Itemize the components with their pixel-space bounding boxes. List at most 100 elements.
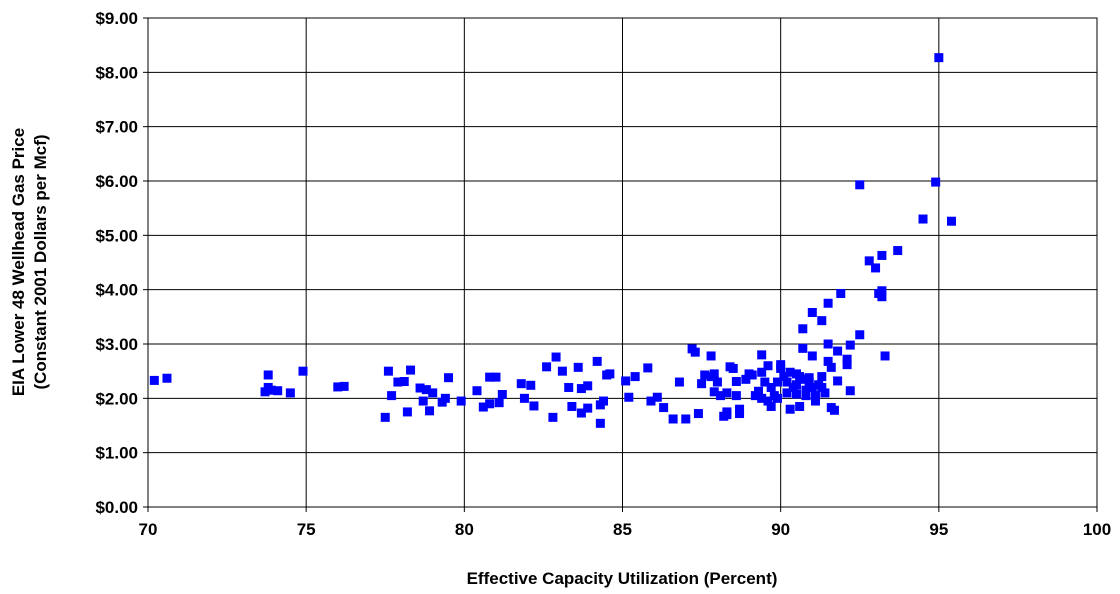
- data-point: [583, 403, 593, 413]
- data-point: [773, 377, 783, 387]
- data-point: [402, 407, 412, 417]
- data-point: [564, 382, 574, 392]
- data-point: [706, 351, 716, 361]
- data-point: [387, 391, 397, 401]
- data-point: [807, 307, 817, 317]
- data-point: [630, 372, 640, 382]
- data-point: [829, 405, 839, 415]
- data-point: [583, 381, 593, 391]
- data-point: [646, 396, 656, 406]
- x-tick-label: 95: [929, 520, 948, 539]
- data-point: [810, 396, 820, 406]
- data-point: [833, 376, 843, 386]
- data-point: [478, 402, 488, 412]
- data-point: [339, 381, 349, 391]
- y-tick-label: $5.00: [95, 226, 138, 245]
- data-point: [273, 386, 283, 396]
- data-point: [485, 399, 495, 409]
- data-point: [456, 396, 466, 406]
- data-point: [399, 376, 409, 386]
- data-point: [823, 339, 833, 349]
- data-point: [877, 286, 887, 296]
- x-tick-label: 75: [297, 520, 316, 539]
- data-point: [697, 379, 707, 389]
- data-point: [425, 406, 435, 416]
- data-point: [766, 401, 776, 411]
- data-point: [845, 386, 855, 396]
- data-point: [836, 288, 846, 298]
- data-points: [149, 53, 956, 428]
- data-point: [931, 177, 941, 187]
- data-point: [722, 388, 732, 398]
- data-point: [681, 414, 691, 424]
- data-point: [791, 380, 801, 390]
- data-point: [782, 388, 792, 398]
- x-tick-label: 85: [613, 520, 632, 539]
- data-point: [757, 367, 767, 377]
- data-point: [763, 361, 773, 371]
- data-point: [712, 377, 722, 387]
- data-point: [393, 377, 403, 387]
- data-point: [820, 388, 830, 398]
- data-point: [551, 352, 561, 362]
- y-axis-title-line2: (Constant 2001 Dollars per Mcf): [31, 134, 50, 389]
- data-point: [162, 373, 172, 383]
- data-point: [333, 382, 343, 392]
- data-point: [855, 180, 865, 190]
- data-point: [817, 372, 827, 382]
- data-point: [798, 324, 808, 334]
- data-point: [428, 388, 438, 398]
- y-axis-title-line1: EIA Lower 48 Wellhead Gas Price: [9, 128, 28, 396]
- data-point: [298, 366, 308, 376]
- data-point: [801, 385, 811, 395]
- data-point: [735, 409, 745, 419]
- data-point: [548, 412, 558, 422]
- data-point: [747, 370, 757, 380]
- data-point: [877, 250, 887, 260]
- data-point: [773, 393, 783, 403]
- data-point: [494, 398, 504, 408]
- data-point: [826, 362, 836, 372]
- y-tick-label: $6.00: [95, 172, 138, 191]
- data-point: [833, 346, 843, 356]
- data-point: [693, 409, 703, 419]
- y-tick-label: $0.00: [95, 498, 138, 517]
- y-tick-label: $8.00: [95, 63, 138, 82]
- data-point: [722, 410, 732, 420]
- data-point: [605, 369, 615, 379]
- data-point: [766, 382, 776, 392]
- data-point: [795, 401, 805, 411]
- data-point: [592, 356, 602, 366]
- data-point: [880, 351, 890, 361]
- data-point: [567, 401, 577, 411]
- data-point: [741, 374, 751, 384]
- data-point: [791, 389, 801, 399]
- data-point: [266, 385, 276, 395]
- data-point: [659, 403, 669, 413]
- data-point: [526, 380, 536, 390]
- data-point: [519, 393, 529, 403]
- data-point: [415, 383, 425, 393]
- data-point: [946, 216, 956, 226]
- data-point: [823, 356, 833, 366]
- data-point: [731, 376, 741, 386]
- data-point: [621, 376, 631, 386]
- data-point: [842, 360, 852, 370]
- data-point: [798, 374, 808, 384]
- data-point: [573, 362, 583, 372]
- x-axis-ticks: 70 75 80 85 90 95 100: [139, 507, 1111, 539]
- data-point: [263, 370, 273, 380]
- data-point: [817, 316, 827, 326]
- data-point: [491, 372, 501, 382]
- data-point: [542, 362, 552, 372]
- data-point: [810, 391, 820, 401]
- data-point: [516, 379, 526, 389]
- data-point: [643, 363, 653, 373]
- data-point: [798, 343, 808, 353]
- x-tick-label: 90: [771, 520, 790, 539]
- data-point: [709, 387, 719, 397]
- data-point: [557, 366, 567, 376]
- data-point: [934, 53, 944, 63]
- x-tick-label: 80: [455, 520, 474, 539]
- data-point: [406, 365, 416, 375]
